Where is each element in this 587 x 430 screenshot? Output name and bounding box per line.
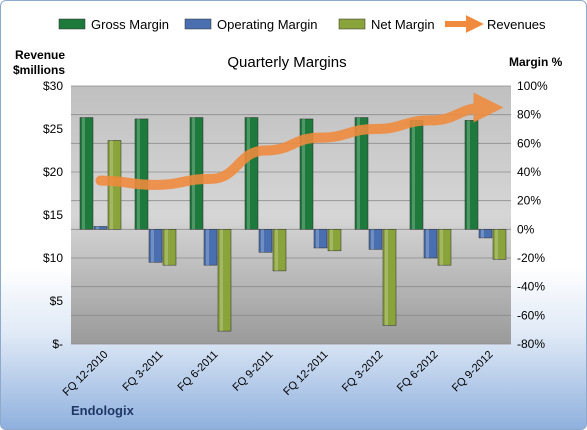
left-tick-label: $30 [43, 79, 63, 93]
bar-operating-margin [203, 229, 218, 266]
bar-highlight [82, 117, 85, 230]
category-label: FQ 9-2011 [231, 349, 276, 394]
left-tick-label: $25 [43, 122, 63, 136]
bar-highlight [316, 229, 319, 248]
bar-net-margin [162, 229, 177, 266]
bar-highlight [247, 117, 250, 230]
left-axis-title-line1: Revenue [15, 48, 65, 62]
bar-operating-margin [368, 229, 383, 250]
revenue-line [95, 92, 504, 190]
bar-operating-margin [148, 229, 163, 263]
category-label: FQ 9-2012 [450, 349, 496, 395]
bar-gross-margin [79, 117, 94, 230]
bar-gross-margin [299, 118, 314, 230]
left-tick-label: $10 [43, 251, 63, 265]
bar-highlight [165, 229, 168, 266]
bar-highlight [371, 229, 374, 250]
bar-gross-margin [134, 118, 149, 230]
category-label: FQ 3-2012 [340, 349, 386, 395]
right-axis-ticks: -80% -60% -40% -20% 0% 20% 40% 60% 80% 100% [517, 79, 548, 351]
category-label: FQ 12-2010 [61, 349, 111, 399]
category-label: FQ 6-2011 [176, 349, 221, 394]
right-axis-title: Margin % [509, 55, 563, 69]
category-label: FQ 3-2011 [121, 349, 166, 394]
right-tick-label: 0% [517, 222, 535, 236]
bar-highlight [302, 118, 305, 230]
bar-gross-margin [189, 117, 204, 230]
bar-highlight [440, 229, 443, 266]
left-tick-label: $15 [43, 208, 63, 222]
bar-highlight [137, 118, 140, 230]
legend-swatch-operating-margin [184, 18, 212, 30]
left-tick-label: $5 [50, 294, 64, 308]
bar-gross-margin [409, 120, 424, 230]
left-tick-label: $20 [43, 165, 63, 179]
bars [79, 117, 507, 332]
right-tick-label: -80% [517, 337, 545, 351]
bar-net-margin [327, 229, 342, 252]
bar-highlight [357, 117, 360, 230]
right-tick-label: -20% [517, 251, 545, 265]
bar-highlight [467, 120, 470, 230]
bar-highlight [385, 229, 388, 326]
bar-highlight [261, 229, 264, 253]
bar-gross-margin [464, 120, 479, 230]
left-tick-label: $- [52, 337, 63, 351]
legend-swatch-net-margin [338, 18, 366, 30]
bar-gross-margin [244, 117, 259, 230]
left-axis-title-line2: $millions [13, 63, 65, 77]
category-labels: FQ 12-2010 FQ 3-2011 FQ 6-2011 FQ 9-2011 FQ … [61, 349, 496, 399]
bar-net-margin [437, 229, 452, 266]
company-label: Endologix [71, 403, 135, 418]
category-label: FQ 12-2011 [281, 349, 330, 398]
chart-title: Quarterly Margins [227, 54, 346, 71]
category-label: FQ 6-2012 [395, 349, 441, 395]
bar-highlight [426, 229, 429, 258]
right-tick-label: -60% [517, 308, 545, 322]
right-tick-label: -40% [517, 280, 545, 294]
bar-highlight [412, 120, 415, 230]
bar-operating-margin [313, 229, 328, 249]
right-tick-label: 60% [517, 136, 541, 150]
bar-highlight [275, 229, 278, 271]
bar-operating-margin [478, 229, 493, 239]
right-tick-label: 20% [517, 194, 541, 208]
bar-highlight [96, 226, 99, 230]
legend: Gross Margin Operating Margin Net Margin… [58, 15, 546, 33]
legend-label-net-margin: Net Margin [371, 17, 435, 32]
bar-operating-margin [93, 226, 108, 230]
legend-swatch-gross-margin [58, 18, 86, 30]
bar-highlight [481, 229, 484, 238]
right-tick-label: 100% [517, 79, 548, 93]
bar-net-margin [492, 229, 507, 260]
right-tick-label: 80% [517, 108, 541, 122]
left-axis-ticks: $- $5 $10 $15 $20 $25 $30 [43, 79, 63, 351]
legend-label-operating-margin: Operating Margin [217, 17, 317, 32]
bar-operating-margin [423, 229, 438, 259]
bar-net-margin [272, 229, 287, 272]
bar-highlight [220, 229, 223, 332]
bar-highlight [495, 229, 498, 260]
bar-net-margin [217, 229, 232, 332]
bar-highlight [192, 117, 195, 230]
bar-highlight [330, 229, 333, 251]
legend-label-revenues: Revenues [487, 17, 546, 32]
bar-highlight [151, 229, 154, 263]
bar-highlight [206, 229, 209, 266]
bar-operating-margin [258, 229, 273, 253]
bar-net-margin [382, 229, 397, 326]
right-tick-label: 40% [517, 165, 541, 179]
legend-label-gross-margin: Gross Margin [91, 17, 169, 32]
revenue-line-path [95, 92, 504, 190]
bar-gross-margin [354, 117, 369, 230]
